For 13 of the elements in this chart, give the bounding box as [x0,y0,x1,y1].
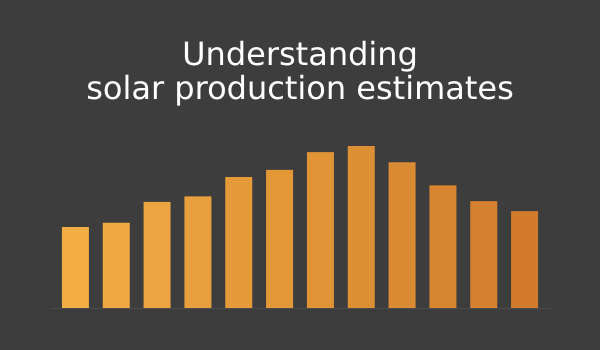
bar [429,185,456,308]
bar [388,162,416,308]
bar [102,222,130,308]
bar [144,202,171,308]
bar [306,152,334,308]
bar [266,170,294,308]
bar [348,146,375,308]
bar [62,227,89,308]
bar [511,211,538,308]
bar [225,176,252,308]
bar [470,201,498,308]
text: Understanding [182,35,418,73]
bar [184,196,212,308]
